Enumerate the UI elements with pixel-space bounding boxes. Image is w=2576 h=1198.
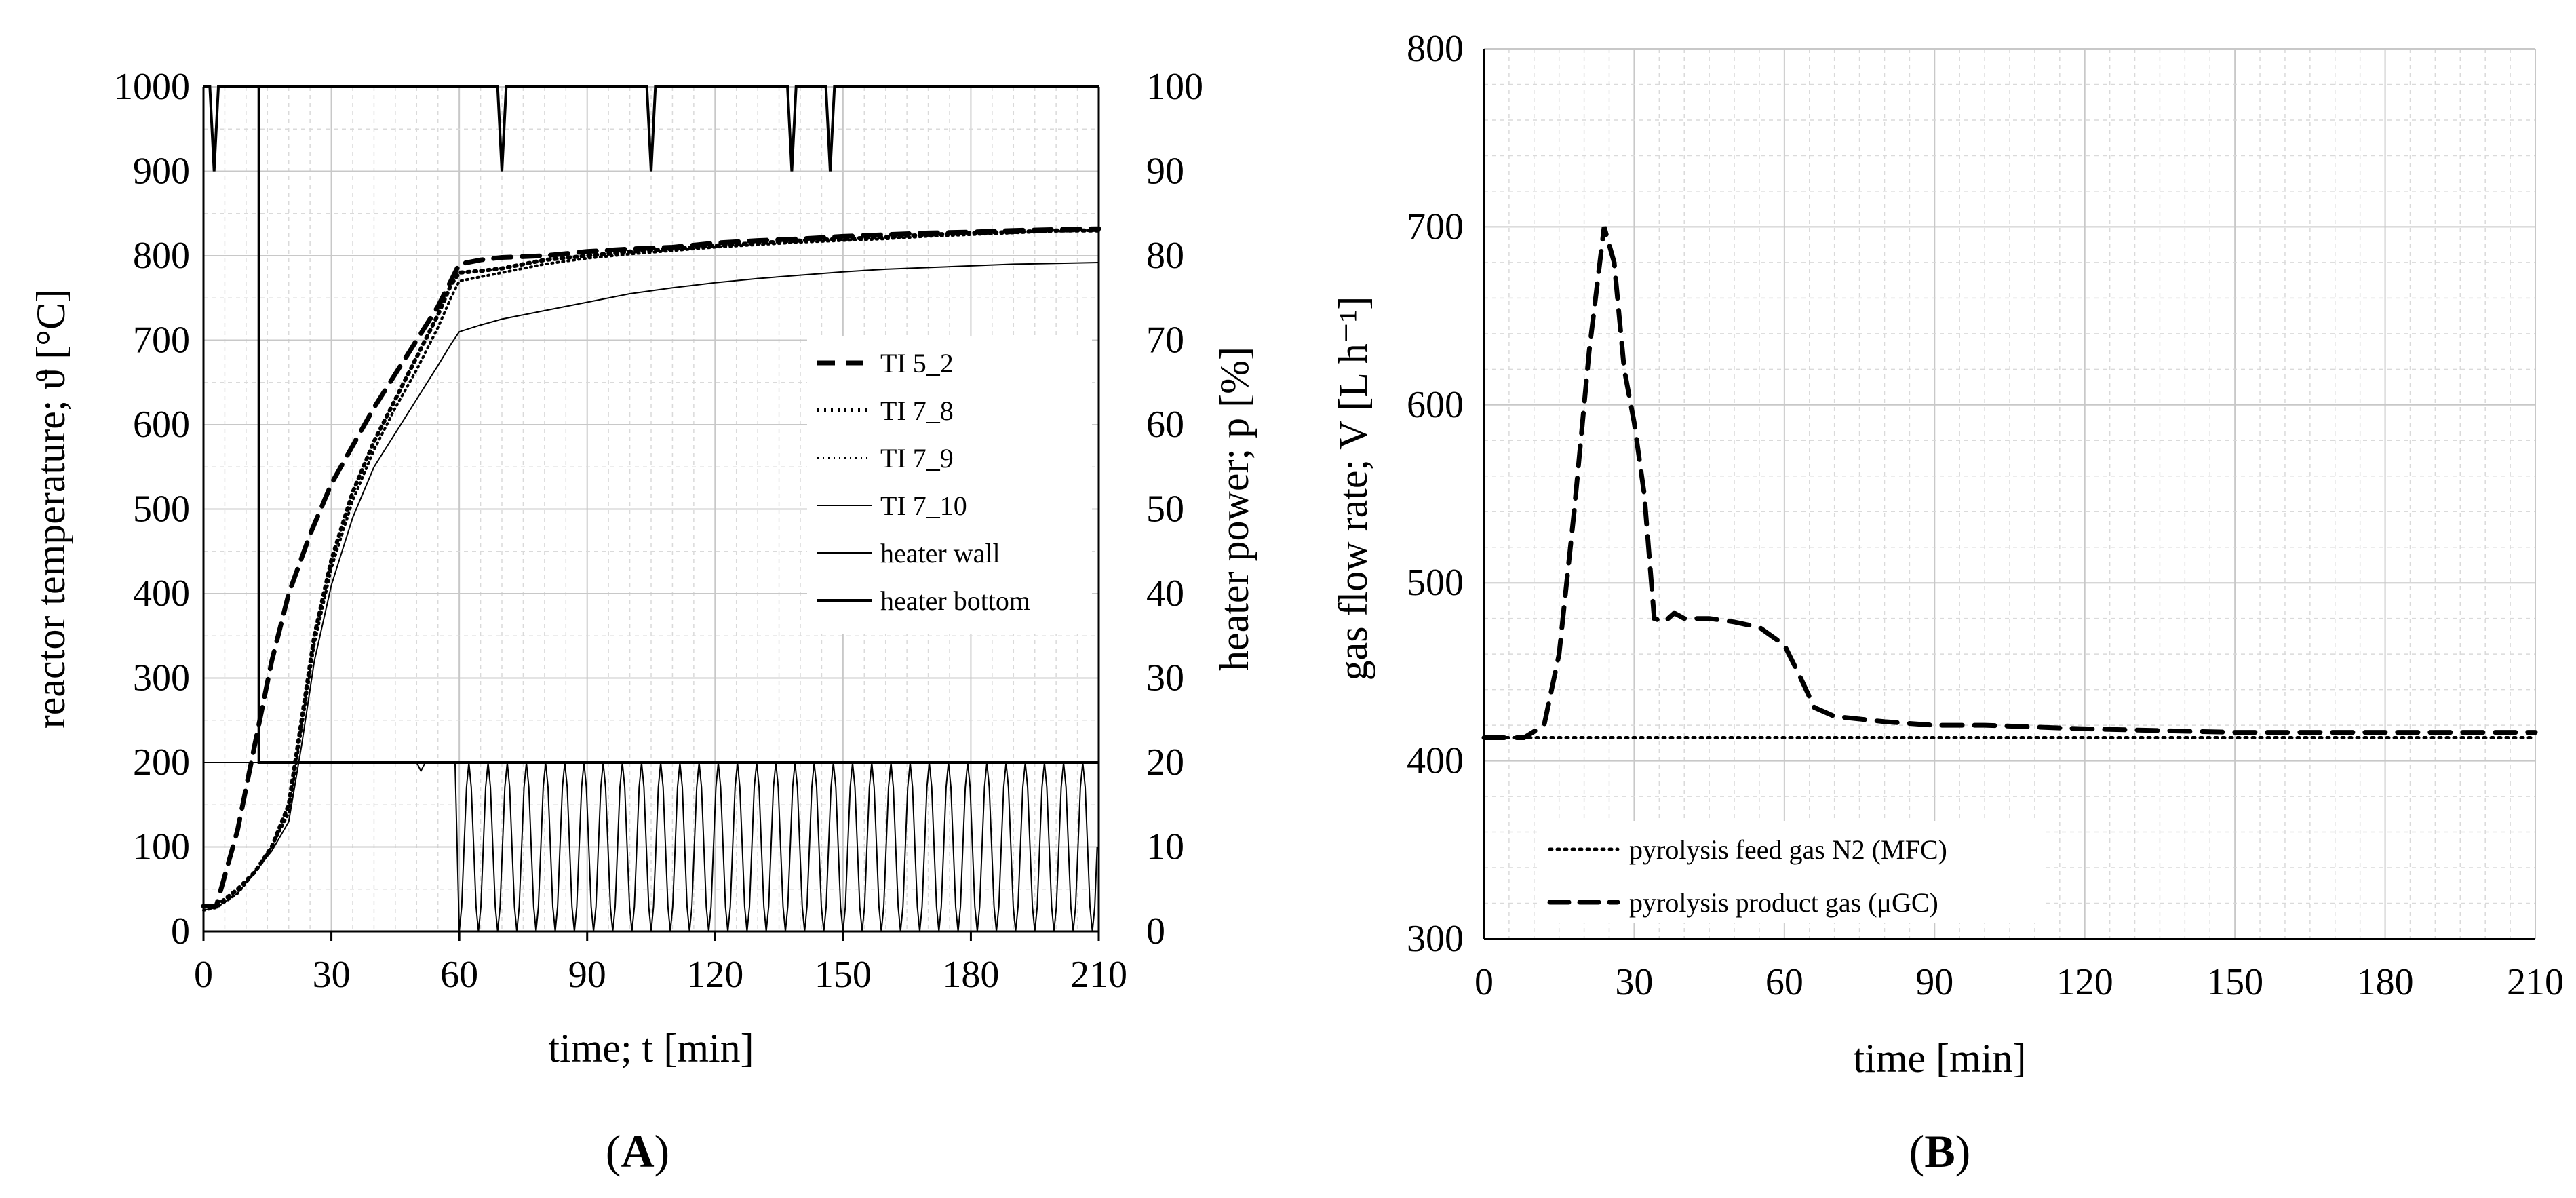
panel-a-xtick-label: 210 (1070, 954, 1127, 996)
panel-b-axes (1483, 49, 2535, 940)
panel-a-xtick-label: 180 (942, 954, 999, 996)
panel-a-x-label: time; t [min] (548, 1026, 754, 1070)
panel-a-label: (A) (606, 1125, 669, 1177)
panel-a-ytick-label: 500 (133, 488, 190, 530)
panel-b-legend-label: pyrolysis product gas (μGC) (1629, 887, 1938, 918)
panel-b-ytick-label: 400 (1407, 740, 1464, 782)
panel-b-x-ticks: 0 30 60 90 120 150 180 210 (1475, 961, 2564, 1003)
panel-a-ytick-label: 600 (133, 404, 190, 446)
panel-a-ytick-label: 200 (133, 741, 190, 784)
panel-a-legend-label: heater bottom (880, 585, 1030, 616)
panel-b-legend-bg (1540, 821, 2042, 923)
panel-a-y2-ticks: 0 10 20 30 40 50 60 70 80 90 100 (1146, 66, 1203, 952)
panel-b-ytick-label: 700 (1407, 206, 1464, 248)
panel-a-y2tick-label: 0 (1146, 910, 1165, 952)
panel-a-ytick-label: 100 (133, 826, 190, 868)
panel-a-ytick-label: 800 (133, 235, 190, 277)
panel-b-xtick-label: 210 (2507, 961, 2564, 1003)
panel-a-y2tick-label: 70 (1146, 320, 1184, 362)
panel-b-xtick-label: 150 (2206, 961, 2263, 1003)
panel-a-y2-label: heater power; p [%] (1212, 347, 1257, 671)
panel-a-x-ticks: 0 30 60 90 120 150 180 210 (194, 931, 1127, 996)
panel-b-chart: 0 30 60 90 120 150 180 210 300 400 500 600 700 800 t… (1331, 28, 2564, 1177)
panel-a-y-label: reactor temperature; ϑ [°C] (28, 289, 73, 729)
panel-a-legend-label: heater wall (880, 538, 1000, 568)
panel-a-y-ticks: 0 100 200 300 400 500 600 700 800 900 1000 (114, 66, 190, 952)
panel-b-xtick-label: 90 (1915, 961, 1953, 1003)
panel-b-label: (B) (1909, 1125, 1971, 1177)
panel-a-y2tick-label: 20 (1146, 741, 1184, 784)
panel-a-series-ti-7-8 (201, 228, 1101, 908)
panel-a-y2tick-label: 100 (1146, 66, 1203, 108)
panel-a-ytick-label: 700 (133, 320, 190, 362)
panel-b-y-label: gas flow rate; V [L h⁻¹] (1331, 296, 1375, 681)
panel-a-legend-label: TI 7_10 (880, 490, 967, 521)
panel-b-ytick-label: 300 (1407, 918, 1464, 960)
panel-b-ytick-label: 500 (1407, 562, 1464, 604)
panel-a-legend-label: TI 5_2 (880, 348, 954, 379)
panel-a-y2tick-label: 80 (1146, 235, 1184, 277)
panel-a-xtick-label: 30 (313, 954, 351, 996)
panel-a-xtick-label: 90 (568, 954, 606, 996)
panel-b-grid (1483, 48, 2536, 940)
panel-a-y2tick-label: 50 (1146, 488, 1184, 530)
panel-a-ytick-label: 1000 (114, 66, 190, 108)
panel-a-series-ti-5-2 (201, 226, 1101, 909)
panel-a-letter: A (621, 1125, 654, 1177)
panel-a-legend-bg (807, 336, 1092, 634)
panel-a-xtick-label: 150 (815, 954, 872, 996)
panel-b-xtick-label: 30 (1615, 961, 1653, 1003)
panel-a-ytick-label: 900 (133, 151, 190, 193)
panel-b-series (1481, 226, 2538, 740)
panel-b-ytick-label: 600 (1407, 384, 1464, 426)
panel-a-series (201, 85, 1101, 932)
panel-a-series-heater-wall (203, 762, 1098, 932)
panel-b-y-ticks: 300 400 500 600 700 800 (1407, 28, 1464, 960)
panel-b-legend-label: pyrolysis feed gas N2 (MFC) (1629, 834, 1947, 865)
panel-a-ytick-label: 0 (171, 910, 190, 952)
panel-b-legend: pyrolysis feed gas N2 (MFC) pyrolysis pro… (1540, 821, 2042, 923)
panel-a-xtick-label: 120 (686, 954, 743, 996)
panel-a-ytick-label: 400 (133, 573, 190, 615)
panel-a-y2tick-label: 90 (1146, 151, 1184, 193)
panel-a-ytick-label: 300 (133, 657, 190, 699)
panel-b-xtick-label: 60 (1765, 961, 1803, 1003)
panel-b-xtick-label: 120 (2056, 961, 2113, 1003)
panel-a-y2tick-label: 60 (1146, 404, 1184, 446)
panel-a-xtick-label: 0 (194, 954, 213, 996)
panel-b-ytick-label: 800 (1407, 28, 1464, 70)
panel-a-series-ti-7-10 (203, 262, 1099, 911)
panel-a-series-heater-bottom-plateau (258, 85, 1099, 172)
panel-a-y2tick-label: 30 (1146, 657, 1184, 699)
panel-a-legend-label: TI 7_9 (880, 443, 954, 474)
panel-a-xtick-label: 60 (440, 954, 478, 996)
panel-a-series-ti-7-9 (202, 229, 1100, 912)
panel-a-chart: 0 30 60 90 120 150 180 210 01002003004005006007… (28, 66, 1257, 1177)
panel-b-letter: B (1924, 1125, 1955, 1177)
panel-b-xtick-label: 180 (2357, 961, 2414, 1003)
panel-a-series-heater-bottom (203, 85, 1099, 764)
panel-b-series-pyrolysis-product-gas-gc- (1481, 226, 2538, 740)
panel-b-x-label: time [min] (1854, 1036, 2027, 1081)
panel-b-xtick-label: 0 (1475, 961, 1494, 1003)
panel-a-y2tick-label: 40 (1146, 573, 1184, 615)
panel-a-axes (202, 87, 1100, 933)
panel-a-y2tick-label: 10 (1146, 826, 1184, 868)
panel-a-legend-label: TI 7_8 (880, 395, 954, 426)
